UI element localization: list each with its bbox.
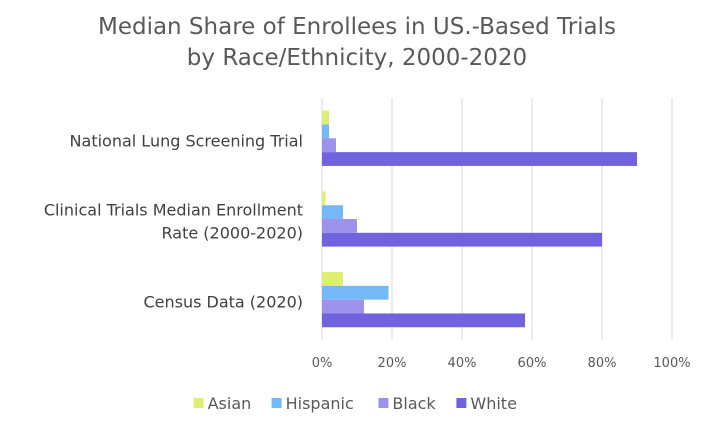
bar-asian bbox=[322, 272, 343, 286]
x-tick-label: 60% bbox=[518, 356, 547, 371]
x-tick-label: 20% bbox=[378, 356, 407, 371]
legend: Asian Hispanic Black White bbox=[193, 394, 517, 413]
legend-swatch-white bbox=[456, 398, 467, 408]
bar-white bbox=[322, 232, 602, 247]
category-label: Clinical Trials Median Enrollment bbox=[44, 201, 303, 220]
x-tick-label: 80% bbox=[588, 356, 617, 371]
x-tick-label: 100% bbox=[653, 356, 690, 371]
bar-black bbox=[322, 138, 336, 153]
legend-swatch-black bbox=[378, 398, 389, 408]
category-label: National Lung Screening Trial bbox=[70, 131, 303, 150]
bar-hispanic bbox=[322, 124, 329, 139]
legend-label-black: Black bbox=[392, 394, 436, 413]
chart-title: Median Share of Enrollees in US.-Based T… bbox=[0, 12, 714, 74]
category-label: Rate (2000-2020) bbox=[162, 224, 303, 243]
bar-hispanic bbox=[322, 205, 343, 219]
bar-hispanic bbox=[322, 285, 389, 300]
bar-asian bbox=[322, 191, 326, 206]
chart-title-line-1: Median Share of Enrollees in US.-Based T… bbox=[97, 14, 617, 40]
category-label: Census Data (2020) bbox=[143, 293, 303, 312]
bar-white bbox=[322, 152, 637, 166]
bar-black bbox=[322, 219, 357, 233]
chart-title-line-2: by Race/Ethnicity, 2000-2020 bbox=[186, 45, 528, 71]
bars bbox=[322, 110, 637, 328]
bar-white bbox=[322, 313, 525, 328]
x-tick-label: 0% bbox=[312, 356, 333, 371]
bar-black bbox=[322, 299, 364, 314]
legend-swatch-hispanic bbox=[271, 398, 282, 408]
legend-label-asian: Asian bbox=[208, 394, 252, 413]
category-labels: National Lung Screening Trial Clinical Tr… bbox=[44, 131, 303, 311]
legend-label-hispanic: Hispanic bbox=[286, 394, 354, 413]
legend-label-white: White bbox=[470, 394, 517, 413]
x-axis-tick-labels: 0% 20% 40% 60% 80% 100% bbox=[312, 356, 691, 371]
bar-asian bbox=[322, 110, 329, 125]
x-tick-label: 40% bbox=[448, 356, 477, 371]
legend-swatch-asian bbox=[193, 398, 204, 408]
gridlines bbox=[321, 98, 673, 340]
